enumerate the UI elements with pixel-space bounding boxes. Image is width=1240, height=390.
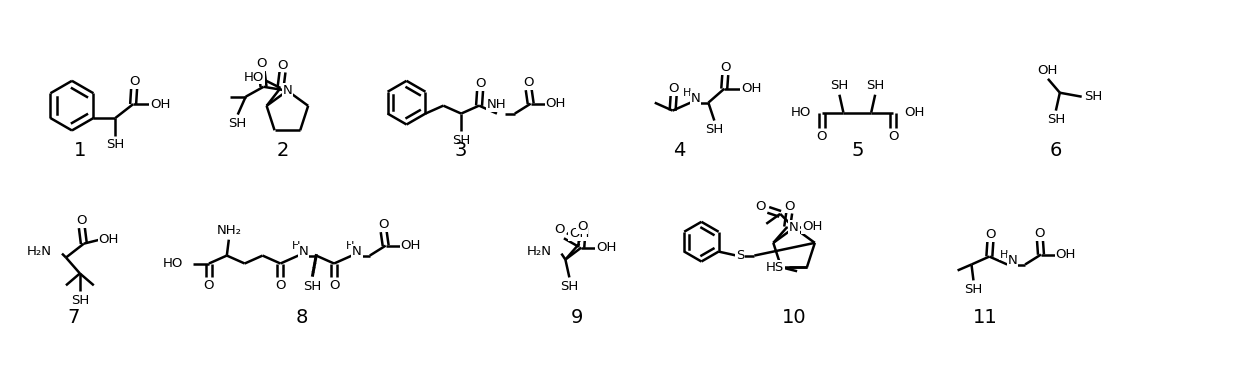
Text: O: O (668, 82, 678, 95)
Text: HO: HO (162, 257, 184, 270)
Text: SH: SH (107, 138, 124, 151)
Text: O: O (129, 75, 139, 88)
Text: 8: 8 (296, 308, 309, 326)
Text: SH: SH (965, 283, 982, 296)
Text: OH: OH (150, 98, 170, 111)
Text: SH: SH (1085, 90, 1102, 103)
Text: N: N (1007, 254, 1017, 267)
Text: 6: 6 (1050, 141, 1063, 160)
Text: O: O (554, 223, 564, 236)
Text: HS: HS (766, 261, 784, 274)
Text: OH: OH (1055, 248, 1076, 261)
Text: N: N (299, 245, 309, 258)
Text: NH: NH (487, 98, 507, 111)
Text: O: O (77, 215, 87, 227)
Text: N: N (691, 92, 701, 105)
Text: O: O (257, 57, 267, 71)
Text: O: O (816, 130, 827, 143)
Text: O: O (329, 279, 340, 292)
Text: H: H (293, 241, 300, 251)
Text: O: O (475, 77, 485, 90)
Text: 2: 2 (277, 141, 289, 160)
Text: N: N (352, 245, 362, 258)
Text: O: O (985, 228, 996, 241)
Text: OH: OH (401, 239, 420, 252)
Text: 11: 11 (973, 308, 998, 326)
Text: HO: HO (790, 106, 811, 119)
Text: O: O (378, 218, 389, 231)
Text: N: N (789, 221, 799, 234)
Text: SH: SH (706, 123, 723, 136)
Text: O: O (1034, 227, 1045, 240)
Text: O: O (577, 220, 588, 233)
Text: 3: 3 (455, 141, 467, 160)
Text: O: O (888, 130, 898, 143)
Text: OH: OH (802, 220, 822, 234)
Text: 1: 1 (73, 141, 86, 160)
Text: SH: SH (71, 294, 89, 307)
Text: OH: OH (1038, 64, 1058, 77)
Text: 9: 9 (572, 308, 584, 326)
Text: H: H (999, 250, 1008, 260)
Text: H: H (683, 88, 692, 98)
Text: O: O (523, 76, 534, 89)
Text: OH: OH (569, 227, 589, 240)
Text: N: N (283, 84, 293, 97)
Text: O: O (203, 279, 215, 292)
Text: OH: OH (98, 233, 119, 246)
Text: H₂N: H₂N (27, 245, 52, 258)
Text: SH: SH (228, 117, 247, 130)
Text: HO: HO (243, 71, 264, 83)
Text: SH: SH (1047, 113, 1065, 126)
Text: 10: 10 (781, 308, 806, 326)
Text: OH: OH (904, 106, 924, 119)
Text: NH₂: NH₂ (216, 224, 242, 237)
Text: OH: OH (740, 82, 761, 95)
Text: H₂N: H₂N (527, 245, 552, 258)
Text: SH: SH (303, 280, 321, 293)
Text: O: O (784, 200, 795, 213)
Text: SH: SH (453, 134, 470, 147)
Text: H: H (346, 241, 355, 251)
Text: O: O (755, 200, 765, 213)
Text: SH: SH (831, 79, 848, 92)
Text: O: O (275, 279, 285, 292)
Text: SH: SH (560, 280, 579, 293)
Text: O: O (720, 61, 730, 74)
Text: SH: SH (866, 79, 884, 92)
Text: O: O (278, 58, 288, 72)
Text: 4: 4 (673, 141, 686, 160)
Text: OH: OH (546, 97, 565, 110)
Text: 5: 5 (851, 141, 863, 160)
Text: 7: 7 (68, 308, 81, 326)
Text: S: S (737, 249, 745, 262)
Text: OH: OH (596, 241, 616, 254)
